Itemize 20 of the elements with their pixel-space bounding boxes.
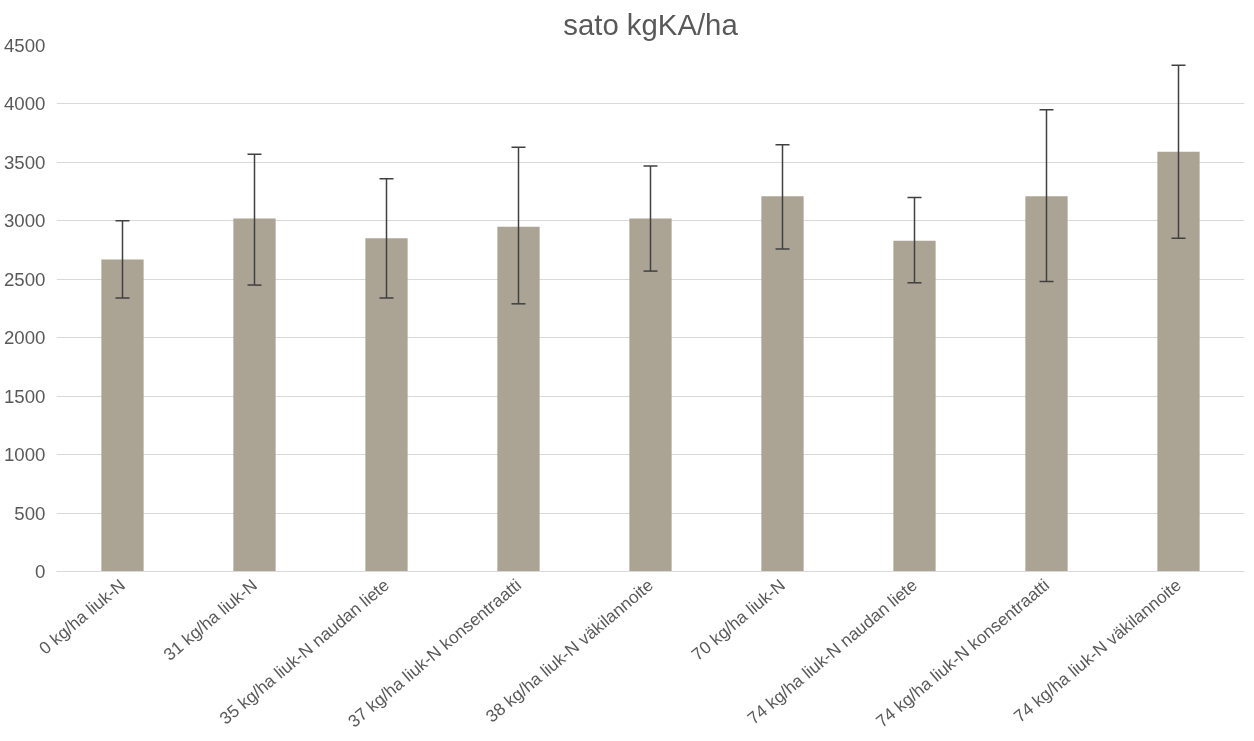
bar [101, 259, 144, 572]
y-tick-label: 4000 [4, 93, 46, 115]
bar [1025, 196, 1068, 572]
y-tick-label: 500 [14, 502, 46, 524]
y-tick-label: 3000 [4, 210, 46, 232]
y-tick-label: 1500 [4, 385, 46, 407]
bar [497, 226, 540, 572]
bar [629, 218, 672, 572]
chart-title: sato kgKA/ha [563, 7, 739, 41]
bar [1157, 151, 1200, 572]
y-tick-label: 3500 [4, 151, 46, 173]
bar [893, 240, 936, 572]
y-tick-label: 4500 [4, 35, 46, 56]
y-tick-label: 1000 [4, 444, 46, 466]
bar [761, 196, 804, 572]
bar [365, 238, 408, 572]
y-tick-label: 2000 [4, 327, 46, 349]
bar [233, 218, 276, 572]
y-tick-label: 0 [35, 561, 46, 582]
y-tick-label: 2500 [4, 268, 46, 290]
